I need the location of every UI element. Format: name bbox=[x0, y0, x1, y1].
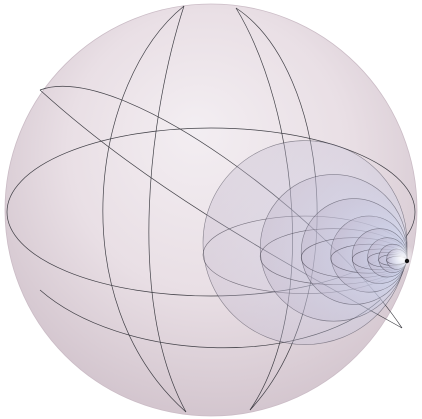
tangent-point bbox=[404, 258, 410, 264]
nested-inner-spheres bbox=[202, 140, 408, 345]
equator-great-circle bbox=[6, 127, 416, 297]
meridian-great-circle-left-back bbox=[148, 5, 187, 413]
meridian-great-circle-left bbox=[102, 5, 187, 413]
tangent-highlight bbox=[388, 244, 416, 272]
